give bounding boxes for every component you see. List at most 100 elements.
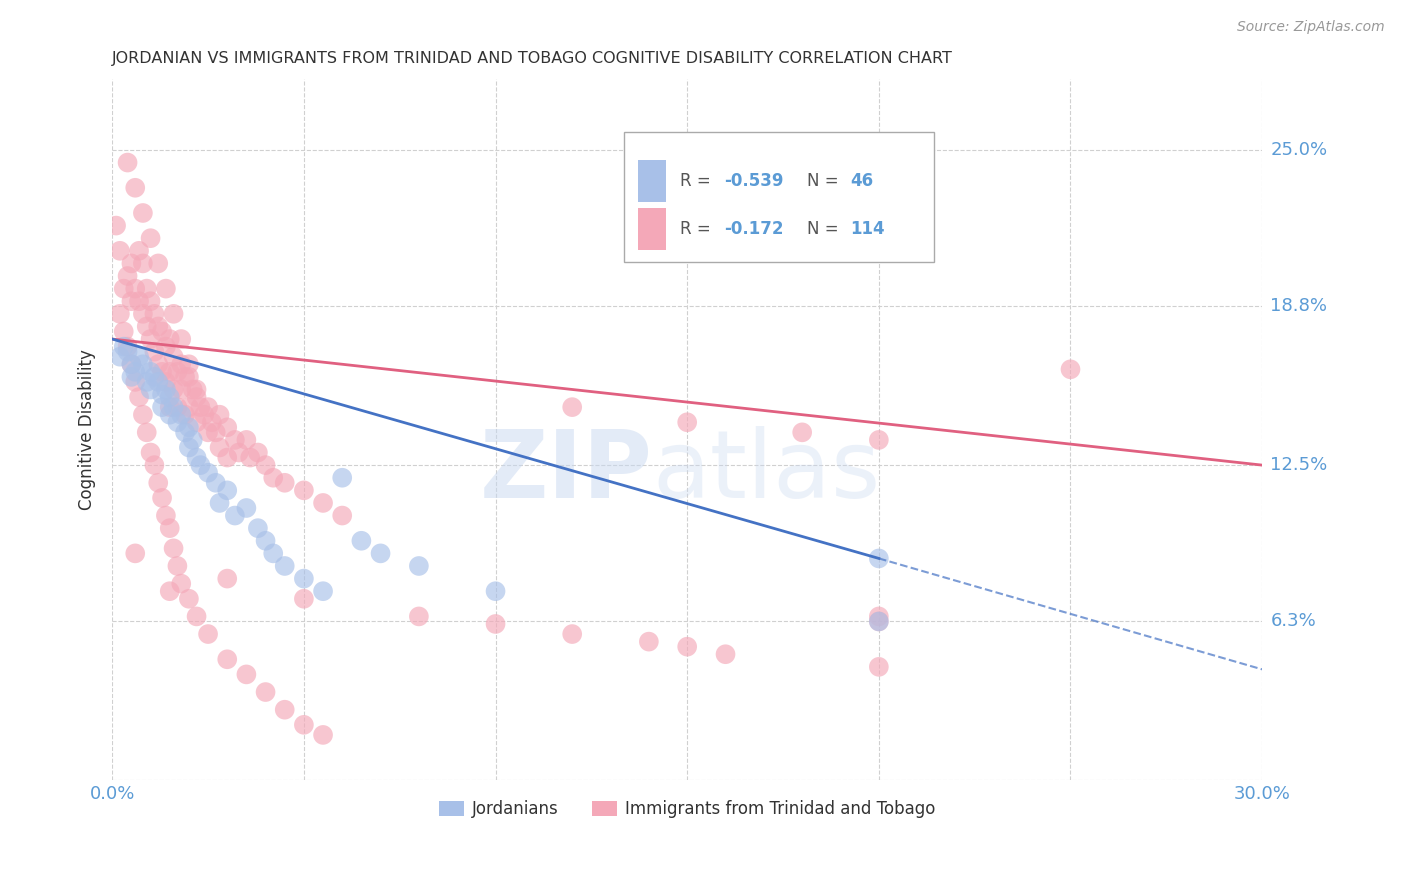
Point (159, 408, 181, 422)
Point (132, 256, 155, 270)
Point (208, 441, 231, 455)
Point (370, 546, 392, 560)
Point (132, 408, 155, 422)
Point (117, 155, 139, 169)
Point (166, 415, 188, 429)
Point (135, 375, 157, 389)
Point (330, 508, 353, 523)
Point (155, 282, 177, 296)
Point (868, 615, 890, 629)
Point (868, 433, 890, 447)
Point (254, 458, 277, 472)
Point (112, 340, 135, 354)
Point (159, 390, 181, 404)
Point (108, 350, 131, 364)
Point (139, 365, 162, 379)
Point (254, 685, 277, 699)
Point (108, 244, 131, 258)
Point (139, 332, 162, 346)
Point (868, 615, 890, 629)
Point (408, 609, 430, 624)
Point (177, 591, 200, 606)
Point (124, 181, 146, 195)
Point (235, 433, 257, 447)
Point (150, 365, 173, 379)
Text: Source: ZipAtlas.com: Source: ZipAtlas.com (1237, 20, 1385, 34)
Point (105, 219, 128, 233)
Point (128, 294, 150, 309)
Point (159, 400, 181, 414)
Text: R =: R = (681, 172, 716, 190)
Point (117, 340, 139, 354)
Point (217, 420, 239, 434)
Point (177, 370, 200, 384)
Point (274, 475, 297, 490)
Point (159, 584, 181, 599)
Y-axis label: Cognitive Disability: Cognitive Disability (79, 350, 96, 510)
Point (204, 425, 226, 440)
Point (193, 408, 215, 422)
Point (197, 627, 219, 641)
Point (561, 627, 583, 641)
Point (217, 572, 239, 586)
Point (155, 340, 177, 354)
Point (124, 375, 146, 389)
Point (170, 383, 193, 397)
Point (143, 344, 166, 359)
Point (117, 268, 139, 283)
Text: N =: N = (807, 172, 844, 190)
Text: ZIP: ZIP (479, 425, 652, 518)
Point (159, 521, 181, 535)
Point (868, 609, 890, 624)
Point (224, 433, 246, 447)
Point (186, 390, 208, 404)
Point (246, 521, 269, 535)
Text: JORDANIAN VS IMMIGRANTS FROM TRINIDAD AND TOBAGO COGNITIVE DISABILITY CORRELATIO: JORDANIAN VS IMMIGRANTS FROM TRINIDAD AN… (112, 51, 953, 66)
Point (292, 591, 315, 606)
Point (177, 420, 200, 434)
Point (714, 647, 737, 661)
Point (235, 667, 257, 681)
Point (292, 483, 315, 498)
Point (262, 546, 284, 560)
Point (181, 383, 204, 397)
Point (120, 357, 142, 371)
Point (162, 541, 184, 556)
Point (120, 294, 142, 309)
Point (117, 344, 139, 359)
Point (162, 383, 184, 397)
Point (143, 307, 166, 321)
Point (186, 450, 208, 465)
Point (170, 357, 193, 371)
Point (120, 357, 142, 371)
Point (112, 325, 135, 339)
Point (217, 652, 239, 666)
Text: 12.5%: 12.5% (1271, 456, 1327, 475)
Point (162, 400, 184, 414)
Point (484, 584, 506, 599)
Point (170, 576, 193, 591)
Point (132, 307, 155, 321)
Point (190, 400, 212, 414)
Point (174, 408, 197, 422)
Text: N =: N = (807, 220, 844, 238)
Point (292, 572, 315, 586)
Point (124, 282, 146, 296)
Point (186, 383, 208, 397)
Point (254, 533, 277, 548)
Point (330, 471, 353, 485)
Text: 6.3%: 6.3% (1271, 613, 1316, 631)
Point (162, 350, 184, 364)
Point (132, 206, 155, 220)
Point (868, 551, 890, 566)
Point (139, 294, 162, 309)
Point (143, 458, 166, 472)
Point (217, 483, 239, 498)
Point (139, 445, 162, 459)
Point (166, 400, 188, 414)
Point (128, 390, 150, 404)
Point (124, 365, 146, 379)
Point (132, 357, 155, 371)
Point (128, 244, 150, 258)
Point (155, 383, 177, 397)
